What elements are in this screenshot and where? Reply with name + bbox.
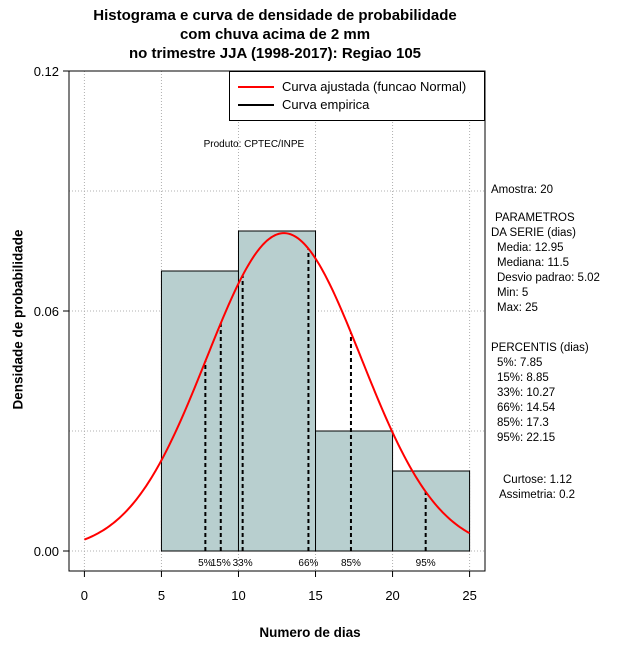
param-min: Min: 5 — [497, 287, 529, 299]
percentil-95: 95%: 22.15 — [497, 432, 556, 444]
chart-title-line-2: com chuva acima de 2 mm — [179, 26, 371, 43]
normal-fit-curve — [84, 232, 471, 541]
legend-empirical-swatch — [238, 103, 274, 106]
y-tick-label: 0.00 — [34, 544, 59, 559]
x-tick-label: 25 — [462, 588, 476, 603]
chart-title-line-1: Histograma e curva de densidade de proba… — [93, 7, 457, 24]
x-tick-label: 15 — [308, 588, 322, 603]
params-title-1: PARAMETROS — [495, 212, 575, 224]
x-tick-label: 10 — [231, 588, 245, 603]
histogram-bar — [237, 230, 317, 552]
histogram-bar — [392, 470, 471, 552]
percentile-label: 33% — [233, 558, 253, 569]
y-tick-label: 0.06 — [34, 304, 59, 319]
y-axis-label: Densidade de probabilidade — [10, 229, 26, 410]
legend-fitted-swatch — [238, 85, 274, 88]
percentile-label: 95% — [416, 558, 436, 569]
histogram-bar — [160, 270, 239, 552]
histogram-bar — [315, 430, 394, 552]
legend-fitted-label: Curva ajustada (funcao Normal) — [282, 79, 467, 94]
chart-title-line-3: no trimestre JJA (1998-2017): Regiao 105 — [128, 45, 422, 62]
percentil-5: 5%: 7.85 — [497, 357, 543, 369]
percentis-title: PERCENTIS (dias) — [491, 342, 589, 354]
percentil-33: 33%: 10.27 — [497, 387, 556, 399]
percentile-label: 15% — [211, 558, 231, 569]
param-max: Max: 25 — [497, 302, 538, 314]
x-axis-label: Numero de dias — [259, 625, 361, 640]
legend-empirical-label: Curva empirica — [282, 97, 370, 112]
y-tick-label: 0.12 — [34, 64, 59, 79]
legend: Curva ajustada (funcao Normal) Curva emp… — [229, 71, 485, 121]
percentil-85: 85%: 17.3 — [497, 417, 549, 429]
percentile-label: 66% — [298, 558, 318, 569]
percentil-15: 15%: 8.85 — [497, 372, 549, 384]
product-label: Produto: CPTEC/INPE — [204, 139, 305, 150]
param-media: Media: 12.95 — [497, 242, 564, 254]
x-tick-label: 5 — [158, 588, 165, 603]
param-mediana: Mediana: 11.5 — [497, 257, 570, 269]
percentile-label: 5% — [198, 558, 213, 569]
curtose: Curtose: 1.12 — [503, 474, 573, 486]
sample-size: Amostra: 20 — [491, 184, 553, 196]
percentil-66: 66%: 14.54 — [497, 402, 556, 414]
x-tick-label: 0 — [81, 588, 88, 603]
assimetria: Assimetria: 0.2 — [499, 489, 576, 501]
param-desvio: Desvio padrao: 5.02 — [497, 272, 600, 284]
params-title-2: DA SERIE (dias) — [491, 227, 576, 239]
percentile-label: 85% — [341, 558, 361, 569]
x-tick-label: 20 — [385, 588, 399, 603]
